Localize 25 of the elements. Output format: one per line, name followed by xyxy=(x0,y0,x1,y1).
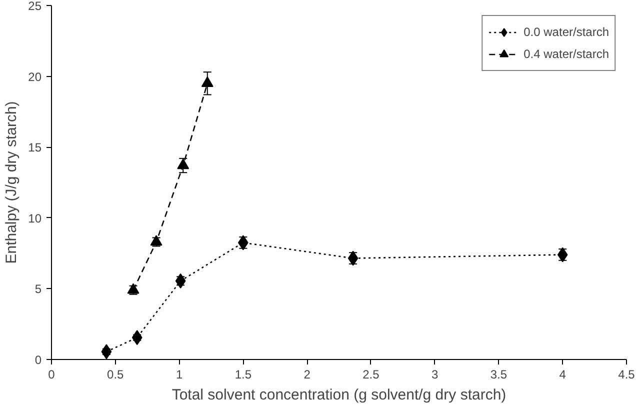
x-tick-label: 1 xyxy=(176,368,183,382)
point xyxy=(177,158,190,170)
x-tick-label: 3 xyxy=(431,368,438,382)
x-tick-label: 4 xyxy=(559,368,566,382)
x-tick-label: 2.5 xyxy=(362,368,380,382)
x-tick-label: 4.5 xyxy=(618,368,636,382)
legend-label: 0.0 water/starch xyxy=(524,25,609,39)
point xyxy=(201,76,214,88)
x-tick-label: 2 xyxy=(304,368,311,382)
y-tick-label: 25 xyxy=(28,0,42,13)
x-tick-label: 1.5 xyxy=(234,368,252,382)
legend-label: 0.4 water/starch xyxy=(524,47,609,61)
y-axis-title: Enthalpy (J/g dry starch) xyxy=(3,101,20,264)
x-tick-label: 3.5 xyxy=(490,368,508,382)
x-axis-title: Total solvent concentration (g solvent/g dry starch) xyxy=(172,386,506,404)
y-tick-label: 20 xyxy=(28,70,42,84)
point xyxy=(132,330,142,346)
y-tick-label: 10 xyxy=(28,211,42,226)
y-tick-label: 5 xyxy=(34,282,42,296)
x-tick-label: 0 xyxy=(48,368,56,382)
point xyxy=(175,273,186,288)
x-tick-label: 0.5 xyxy=(107,368,124,382)
y-tick-label: 0 xyxy=(34,353,42,367)
point xyxy=(101,344,112,360)
y-tick-label: 15 xyxy=(28,140,42,155)
